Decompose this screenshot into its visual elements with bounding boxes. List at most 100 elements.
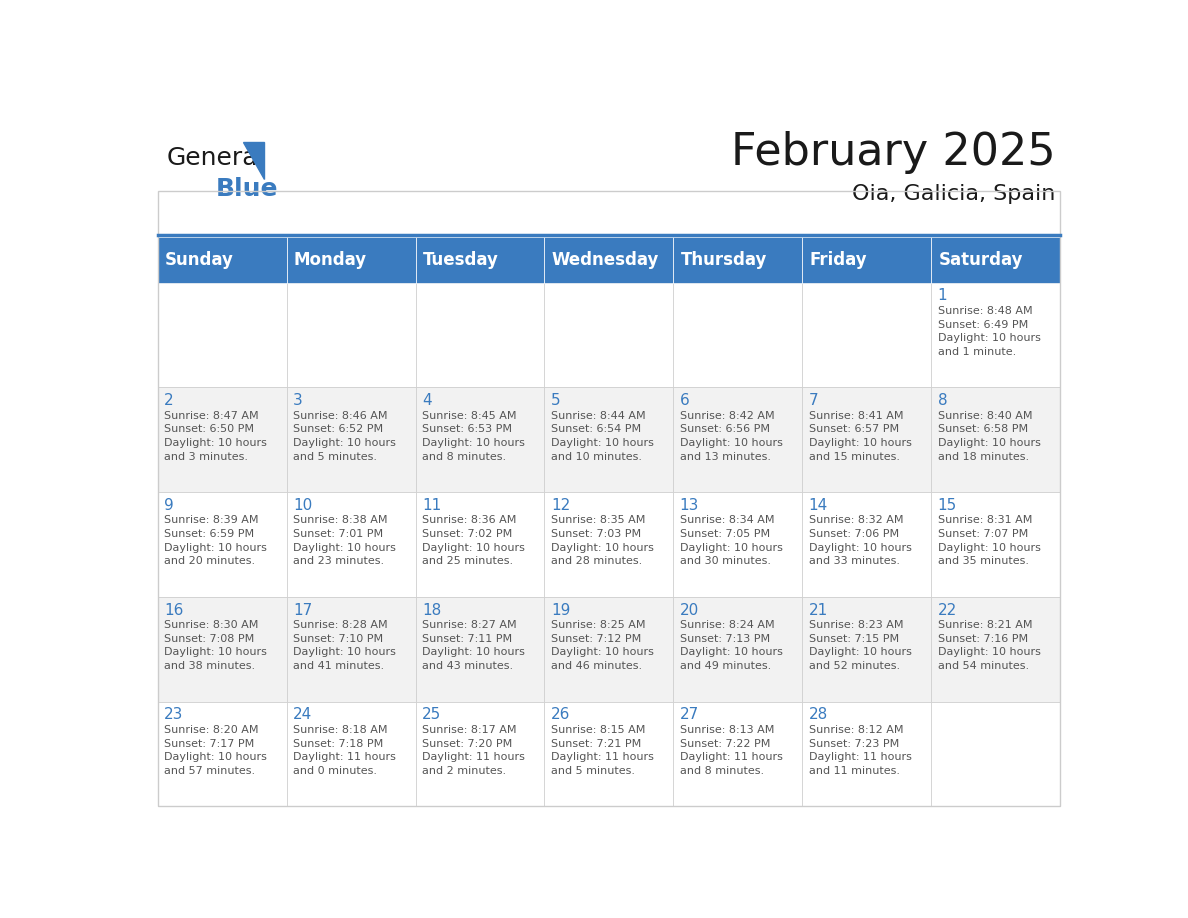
Text: Sunrise: 8:23 AM
Sunset: 7:15 PM
Daylight: 10 hours
and 52 minutes.: Sunrise: 8:23 AM Sunset: 7:15 PM Dayligh… xyxy=(809,621,911,671)
Text: 6: 6 xyxy=(680,393,689,408)
Bar xyxy=(931,701,1060,806)
Text: Sunrise: 8:35 AM
Sunset: 7:03 PM
Daylight: 10 hours
and 28 minutes.: Sunrise: 8:35 AM Sunset: 7:03 PM Dayligh… xyxy=(551,516,653,566)
Text: 11: 11 xyxy=(422,498,441,513)
Text: Sunrise: 8:41 AM
Sunset: 6:57 PM
Daylight: 10 hours
and 15 minutes.: Sunrise: 8:41 AM Sunset: 6:57 PM Dayligh… xyxy=(809,410,911,462)
Text: 14: 14 xyxy=(809,498,828,513)
Polygon shape xyxy=(244,142,264,179)
Text: Oia, Galicia, Spain: Oia, Galicia, Spain xyxy=(852,185,1055,205)
Text: 18: 18 xyxy=(422,602,441,618)
Bar xyxy=(931,283,1060,387)
Text: Sunrise: 8:31 AM
Sunset: 7:07 PM
Daylight: 10 hours
and 35 minutes.: Sunrise: 8:31 AM Sunset: 7:07 PM Dayligh… xyxy=(937,516,1041,566)
Text: Sunrise: 8:25 AM
Sunset: 7:12 PM
Daylight: 10 hours
and 46 minutes.: Sunrise: 8:25 AM Sunset: 7:12 PM Dayligh… xyxy=(551,621,653,671)
Bar xyxy=(416,492,544,597)
Text: 10: 10 xyxy=(293,498,312,513)
Text: 4: 4 xyxy=(422,393,431,408)
Bar xyxy=(931,237,1060,283)
Bar xyxy=(416,283,544,387)
Text: 15: 15 xyxy=(937,498,956,513)
Bar xyxy=(544,237,674,283)
Text: Sunrise: 8:40 AM
Sunset: 6:58 PM
Daylight: 10 hours
and 18 minutes.: Sunrise: 8:40 AM Sunset: 6:58 PM Dayligh… xyxy=(937,410,1041,462)
Bar xyxy=(416,387,544,492)
Text: 22: 22 xyxy=(937,602,956,618)
Text: Sunrise: 8:12 AM
Sunset: 7:23 PM
Daylight: 11 hours
and 11 minutes.: Sunrise: 8:12 AM Sunset: 7:23 PM Dayligh… xyxy=(809,725,911,776)
Text: Sunrise: 8:32 AM
Sunset: 7:06 PM
Daylight: 10 hours
and 33 minutes.: Sunrise: 8:32 AM Sunset: 7:06 PM Dayligh… xyxy=(809,516,911,566)
Text: Sunrise: 8:17 AM
Sunset: 7:20 PM
Daylight: 11 hours
and 2 minutes.: Sunrise: 8:17 AM Sunset: 7:20 PM Dayligh… xyxy=(422,725,525,776)
Text: 28: 28 xyxy=(809,707,828,722)
Text: Sunday: Sunday xyxy=(165,251,234,269)
Text: 20: 20 xyxy=(680,602,699,618)
Text: 24: 24 xyxy=(293,707,312,722)
Bar xyxy=(544,283,674,387)
Text: Sunrise: 8:15 AM
Sunset: 7:21 PM
Daylight: 11 hours
and 5 minutes.: Sunrise: 8:15 AM Sunset: 7:21 PM Dayligh… xyxy=(551,725,653,776)
Bar xyxy=(416,701,544,806)
Text: 2: 2 xyxy=(164,393,173,408)
Bar xyxy=(674,387,802,492)
Text: 5: 5 xyxy=(551,393,561,408)
Text: 26: 26 xyxy=(551,707,570,722)
Text: Blue: Blue xyxy=(216,177,278,201)
Text: Sunrise: 8:46 AM
Sunset: 6:52 PM
Daylight: 10 hours
and 5 minutes.: Sunrise: 8:46 AM Sunset: 6:52 PM Dayligh… xyxy=(293,410,396,462)
Text: Sunrise: 8:18 AM
Sunset: 7:18 PM
Daylight: 11 hours
and 0 minutes.: Sunrise: 8:18 AM Sunset: 7:18 PM Dayligh… xyxy=(293,725,396,776)
Bar xyxy=(802,283,931,387)
Bar xyxy=(286,701,416,806)
Bar xyxy=(544,701,674,806)
Text: Sunrise: 8:39 AM
Sunset: 6:59 PM
Daylight: 10 hours
and 20 minutes.: Sunrise: 8:39 AM Sunset: 6:59 PM Dayligh… xyxy=(164,516,267,566)
Text: Sunrise: 8:27 AM
Sunset: 7:11 PM
Daylight: 10 hours
and 43 minutes.: Sunrise: 8:27 AM Sunset: 7:11 PM Dayligh… xyxy=(422,621,525,671)
Bar xyxy=(802,701,931,806)
Text: Sunrise: 8:48 AM
Sunset: 6:49 PM
Daylight: 10 hours
and 1 minute.: Sunrise: 8:48 AM Sunset: 6:49 PM Dayligh… xyxy=(937,306,1041,357)
Text: Monday: Monday xyxy=(293,251,367,269)
Bar xyxy=(674,237,802,283)
Bar xyxy=(158,701,286,806)
Text: 16: 16 xyxy=(164,602,183,618)
Text: Sunrise: 8:34 AM
Sunset: 7:05 PM
Daylight: 10 hours
and 30 minutes.: Sunrise: 8:34 AM Sunset: 7:05 PM Dayligh… xyxy=(680,516,783,566)
Bar xyxy=(802,237,931,283)
Bar xyxy=(416,597,544,701)
Bar xyxy=(931,387,1060,492)
Bar xyxy=(674,701,802,806)
Bar xyxy=(158,191,1060,806)
Bar xyxy=(544,597,674,701)
Bar xyxy=(286,597,416,701)
Text: General: General xyxy=(166,145,265,170)
Bar xyxy=(802,387,931,492)
Bar xyxy=(674,283,802,387)
Text: 12: 12 xyxy=(551,498,570,513)
Bar xyxy=(544,387,674,492)
Text: 3: 3 xyxy=(293,393,303,408)
Text: 1: 1 xyxy=(937,288,947,303)
Bar xyxy=(158,492,286,597)
Text: Wednesday: Wednesday xyxy=(551,251,659,269)
Text: Sunrise: 8:20 AM
Sunset: 7:17 PM
Daylight: 10 hours
and 57 minutes.: Sunrise: 8:20 AM Sunset: 7:17 PM Dayligh… xyxy=(164,725,267,776)
Text: Thursday: Thursday xyxy=(681,251,767,269)
Text: Sunrise: 8:28 AM
Sunset: 7:10 PM
Daylight: 10 hours
and 41 minutes.: Sunrise: 8:28 AM Sunset: 7:10 PM Dayligh… xyxy=(293,621,396,671)
Bar xyxy=(931,597,1060,701)
Text: Sunrise: 8:47 AM
Sunset: 6:50 PM
Daylight: 10 hours
and 3 minutes.: Sunrise: 8:47 AM Sunset: 6:50 PM Dayligh… xyxy=(164,410,267,462)
Text: 21: 21 xyxy=(809,602,828,618)
Bar xyxy=(158,283,286,387)
Bar xyxy=(802,597,931,701)
Bar xyxy=(802,492,931,597)
Text: Sunrise: 8:44 AM
Sunset: 6:54 PM
Daylight: 10 hours
and 10 minutes.: Sunrise: 8:44 AM Sunset: 6:54 PM Dayligh… xyxy=(551,410,653,462)
Bar xyxy=(674,492,802,597)
Text: 25: 25 xyxy=(422,707,441,722)
Bar xyxy=(158,237,286,283)
Text: 23: 23 xyxy=(164,707,183,722)
Text: Sunrise: 8:13 AM
Sunset: 7:22 PM
Daylight: 11 hours
and 8 minutes.: Sunrise: 8:13 AM Sunset: 7:22 PM Dayligh… xyxy=(680,725,783,776)
Text: Sunrise: 8:30 AM
Sunset: 7:08 PM
Daylight: 10 hours
and 38 minutes.: Sunrise: 8:30 AM Sunset: 7:08 PM Dayligh… xyxy=(164,621,267,671)
Text: February 2025: February 2025 xyxy=(731,131,1055,174)
Text: Tuesday: Tuesday xyxy=(423,251,499,269)
Text: Saturday: Saturday xyxy=(939,251,1023,269)
Text: Sunrise: 8:24 AM
Sunset: 7:13 PM
Daylight: 10 hours
and 49 minutes.: Sunrise: 8:24 AM Sunset: 7:13 PM Dayligh… xyxy=(680,621,783,671)
Text: 7: 7 xyxy=(809,393,819,408)
Bar xyxy=(674,597,802,701)
Text: Sunrise: 8:45 AM
Sunset: 6:53 PM
Daylight: 10 hours
and 8 minutes.: Sunrise: 8:45 AM Sunset: 6:53 PM Dayligh… xyxy=(422,410,525,462)
Text: 27: 27 xyxy=(680,707,699,722)
Bar xyxy=(416,237,544,283)
Text: Sunrise: 8:42 AM
Sunset: 6:56 PM
Daylight: 10 hours
and 13 minutes.: Sunrise: 8:42 AM Sunset: 6:56 PM Dayligh… xyxy=(680,410,783,462)
Bar xyxy=(286,283,416,387)
Text: 17: 17 xyxy=(293,602,312,618)
Bar xyxy=(158,597,286,701)
Bar xyxy=(286,387,416,492)
Bar xyxy=(544,492,674,597)
Bar xyxy=(931,492,1060,597)
